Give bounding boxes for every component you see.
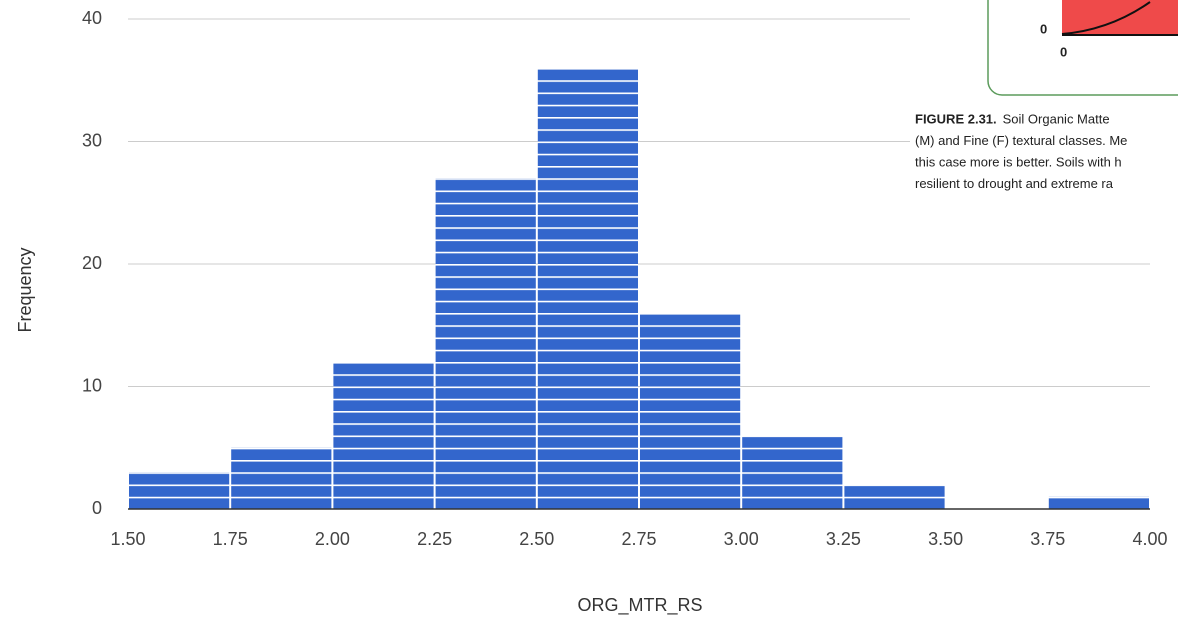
- caption-line: Soil Organic Matte: [1003, 111, 1110, 126]
- y-tick-label: 0: [92, 498, 102, 518]
- x-tick-label: 3.50: [928, 529, 963, 549]
- bar: [435, 178, 536, 509]
- x-tick-label: 4.00: [1132, 529, 1167, 549]
- bar: [1048, 496, 1149, 509]
- caption-line: (M) and Fine (F) textural classes. Me: [915, 133, 1127, 148]
- x-tick-label: 1.75: [213, 529, 248, 549]
- caption-line: resilient to drought and extreme ra: [915, 176, 1114, 191]
- figure-curve: [1061, 1, 1151, 35]
- x-tick-label: 1.50: [110, 529, 145, 549]
- y-tick-label: 40: [82, 8, 102, 28]
- y-tick-label: 20: [82, 253, 102, 273]
- bar: [742, 435, 843, 509]
- figure-red-area: [1062, 0, 1178, 34]
- figure-frame: [987, 0, 1178, 96]
- figure-axis-label: 0: [1060, 44, 1067, 59]
- x-tick-label: 3.25: [826, 529, 861, 549]
- bar: [333, 362, 434, 509]
- x-tick-label: 2.75: [621, 529, 656, 549]
- caption-line: this case more is better. Soils with h: [915, 154, 1122, 169]
- x-axis-title: ORG_MTR_RS: [577, 595, 702, 616]
- y-tick-label: 30: [82, 130, 102, 150]
- x-tick-label: 2.50: [519, 529, 554, 549]
- y-axis-title: Frequency: [15, 247, 35, 332]
- bar: [844, 484, 945, 509]
- figure-label: FIGURE 2.31.: [915, 111, 997, 126]
- bar: [537, 68, 638, 509]
- x-tick-label: 3.75: [1030, 529, 1065, 549]
- bar: [231, 447, 332, 509]
- x-tick-label: 2.00: [315, 529, 350, 549]
- x-tick-label: 2.25: [417, 529, 452, 549]
- x-tick-label: 3.00: [724, 529, 759, 549]
- figure-axis-label: 0: [1040, 21, 1047, 36]
- bar: [129, 472, 230, 509]
- bar: [640, 313, 741, 509]
- y-tick-label: 10: [82, 375, 102, 395]
